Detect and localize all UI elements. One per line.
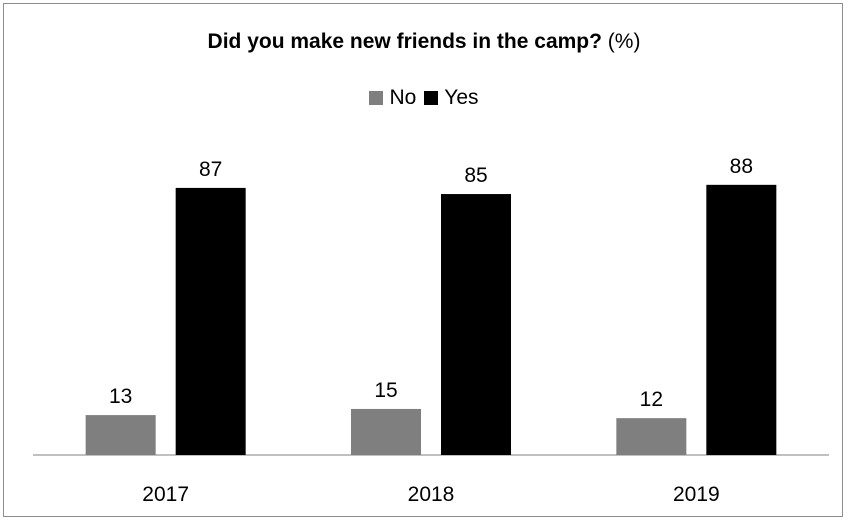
legend-item-yes: Yes [424, 86, 479, 110]
bar-yes-2018 [441, 194, 511, 456]
chart-title-main: Did you make new friends in the camp? [207, 30, 602, 53]
bar-yes-2019 [706, 184, 777, 455]
bar-yes-2017 [175, 187, 246, 455]
data-label-yes-2019: 88 [730, 155, 753, 178]
data-label-no-2018: 15 [374, 379, 397, 402]
x-tick-label-2017: 2017 [142, 483, 189, 506]
bar-no-2017 [85, 415, 156, 455]
chart-title-unit: (%) [607, 30, 641, 53]
bar-no-2019 [616, 418, 687, 455]
data-label-no-2017: 13 [109, 385, 132, 408]
data-label-yes-2018: 85 [464, 164, 487, 187]
legend-label-no: No [389, 86, 417, 109]
legend-item-no: No [369, 86, 416, 110]
data-label-no-2019: 12 [640, 388, 663, 411]
bar-no-2018 [351, 408, 421, 455]
x-tick-label-2019: 2019 [673, 483, 720, 506]
legend-swatch-yes [424, 91, 439, 105]
data-label-yes-2017: 87 [199, 158, 222, 181]
legend-swatch-no [369, 91, 384, 105]
legend-label-yes: Yes [444, 86, 479, 109]
chart-legend: No Yes [0, 86, 848, 110]
chart-title: Did you make new friends in the camp? (%… [0, 30, 848, 54]
x-tick-label-2018: 2018 [408, 483, 455, 506]
